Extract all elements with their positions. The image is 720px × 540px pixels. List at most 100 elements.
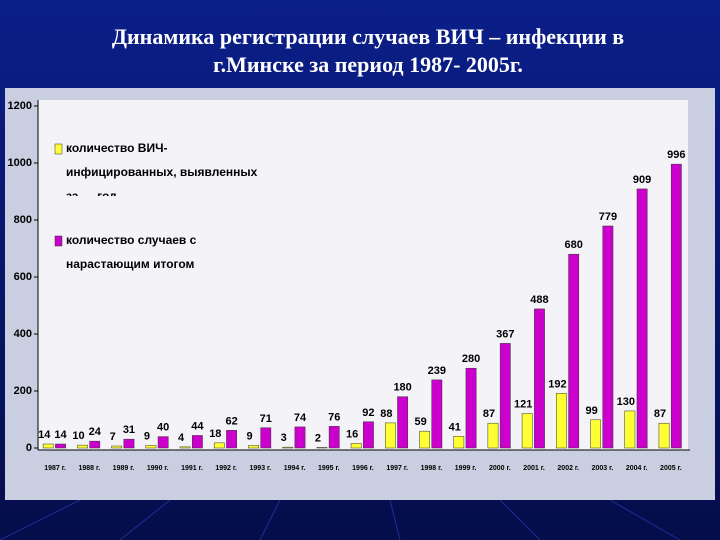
data-label: 909 bbox=[633, 174, 651, 186]
bar bbox=[397, 396, 409, 449]
bar bbox=[55, 443, 66, 449]
bar bbox=[157, 436, 169, 449]
data-label: 488 bbox=[530, 294, 548, 306]
data-label: 62 bbox=[225, 415, 237, 427]
data-label: 76 bbox=[328, 411, 340, 423]
bar bbox=[384, 422, 396, 449]
decor bbox=[0, 499, 681, 540]
x-tick-label: 1988 г. bbox=[78, 465, 100, 472]
bar bbox=[568, 253, 580, 449]
x-tick-label: 1992 г. bbox=[215, 465, 237, 472]
data-label: 280 bbox=[462, 353, 480, 365]
bar bbox=[431, 379, 443, 449]
y-tick-label: 600 bbox=[14, 271, 32, 283]
data-label: 40 bbox=[157, 422, 169, 434]
bar bbox=[260, 427, 272, 449]
x-tick-label: 1991 г. bbox=[181, 465, 203, 472]
bar bbox=[316, 447, 328, 449]
y-tick-label: 800 bbox=[14, 214, 32, 226]
data-label: 18 bbox=[209, 428, 221, 440]
x-tick-label: 2004 г. bbox=[626, 465, 648, 472]
bar bbox=[419, 430, 430, 449]
data-label: 9 bbox=[246, 430, 252, 442]
plot-area bbox=[38, 100, 688, 450]
bar bbox=[636, 188, 648, 449]
data-label: 121 bbox=[514, 399, 532, 411]
bar bbox=[670, 163, 682, 449]
data-label: 996 bbox=[667, 149, 685, 161]
data-label: 44 bbox=[191, 420, 204, 432]
x-tick-label: 2003 г. bbox=[592, 465, 614, 472]
bar bbox=[350, 443, 362, 449]
bar bbox=[145, 445, 157, 449]
bar bbox=[590, 419, 602, 449]
bar bbox=[453, 436, 465, 449]
bar bbox=[42, 443, 54, 449]
data-label: 779 bbox=[599, 211, 617, 223]
x-tick-label: 1993 г. bbox=[250, 465, 272, 472]
bar bbox=[487, 422, 499, 449]
x-tick-label: 2001 г. bbox=[523, 465, 545, 472]
data-label: 41 bbox=[449, 421, 461, 433]
bar bbox=[465, 367, 477, 449]
bar bbox=[556, 393, 567, 449]
legend-swatch bbox=[54, 235, 63, 247]
x-tick-label: 1998 г. bbox=[421, 465, 443, 472]
title-line: Динамика регистрации случаев ВИЧ – инфек… bbox=[112, 24, 624, 49]
legend-label: количество ВИЧ-инфицированных, выявленны… bbox=[66, 141, 258, 196]
data-label: 130 bbox=[617, 396, 635, 408]
data-label: 4 bbox=[178, 432, 185, 444]
legend-label: количество случаев с нарастающим итогом bbox=[66, 233, 197, 271]
bar bbox=[123, 438, 135, 449]
data-label: 99 bbox=[586, 405, 598, 417]
bar bbox=[521, 413, 533, 449]
bar bbox=[213, 442, 225, 449]
x-tick-label: 2005 г. bbox=[660, 465, 682, 472]
bar bbox=[282, 446, 294, 449]
data-label: 7 bbox=[110, 431, 116, 443]
data-label: 16 bbox=[346, 428, 358, 440]
x-tick-label: 2000 г. bbox=[489, 465, 511, 472]
data-label: 71 bbox=[260, 413, 272, 425]
data-label: 92 bbox=[362, 407, 374, 419]
title-line: г.Минске за период 1987- 2005г. bbox=[213, 52, 523, 77]
x-tick-label: 1994 г. bbox=[284, 465, 306, 472]
x-tick-label: 1989 г. bbox=[113, 465, 135, 472]
y-tick-label: 400 bbox=[14, 328, 32, 340]
bar bbox=[179, 446, 191, 449]
data-label: 87 bbox=[483, 408, 495, 420]
data-label: 10 bbox=[72, 430, 84, 442]
bar bbox=[602, 225, 614, 449]
x-tick-label: 1990 г. bbox=[147, 465, 169, 472]
bar bbox=[89, 440, 101, 449]
data-label: 239 bbox=[428, 365, 446, 377]
data-label: 87 bbox=[654, 408, 666, 420]
data-label: 192 bbox=[548, 378, 566, 390]
data-label: 74 bbox=[294, 412, 307, 424]
data-label: 9 bbox=[144, 430, 150, 442]
data-label: 24 bbox=[89, 426, 102, 438]
x-tick-label: 2002 г. bbox=[557, 465, 579, 472]
data-label: 2 bbox=[315, 432, 321, 444]
y-tick-label: 1000 bbox=[8, 157, 32, 169]
bar bbox=[248, 445, 259, 449]
data-label: 680 bbox=[565, 239, 583, 251]
bar bbox=[294, 426, 306, 449]
bar bbox=[191, 435, 203, 449]
data-label: 14 bbox=[38, 429, 51, 441]
x-tick-label: 1987 г. bbox=[44, 465, 66, 472]
data-label: 31 bbox=[123, 424, 135, 436]
bar bbox=[328, 426, 340, 449]
data-label: 367 bbox=[496, 328, 514, 340]
x-tick-label: 1996 г. bbox=[352, 465, 374, 472]
legend-item: количество ВИЧ-инфицированных, выявленны… bbox=[66, 141, 258, 196]
x-tick-label: 1997 г. bbox=[386, 465, 408, 472]
bar bbox=[658, 422, 670, 449]
y-tick-label: 1200 bbox=[8, 100, 32, 112]
bar bbox=[534, 308, 545, 449]
bar bbox=[77, 444, 88, 449]
legend-item: количество случаев с нарастающим итогом bbox=[66, 233, 197, 271]
data-label: 88 bbox=[380, 408, 392, 420]
